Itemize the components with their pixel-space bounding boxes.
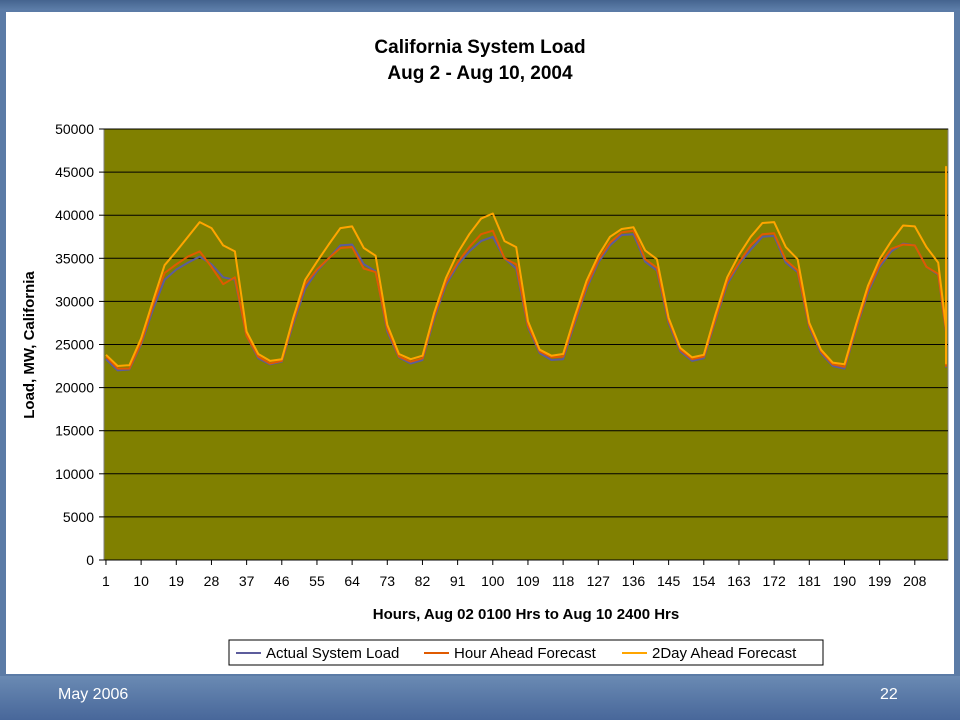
- x-axis-ticks: 1 10 19 28 37 46 55 64 73 82 91 100 109 118 127 136 145 1…: [102, 559, 948, 589]
- x-tick-label: 10: [133, 573, 149, 589]
- x-tick-label: 28: [204, 573, 220, 589]
- x-axis-title: Hours, Aug 02 0100 Hrs to Aug 10 2400 Hr…: [373, 606, 680, 623]
- x-tick-label: 55: [309, 573, 325, 589]
- x-tick-label: 181: [798, 573, 822, 589]
- x-tick-label: 172: [762, 573, 786, 589]
- x-tick-label: 19: [168, 573, 184, 589]
- top-bar: [0, 0, 960, 10]
- y-axis-title: Load, MW, California: [21, 271, 38, 419]
- footer-date: May 2006: [58, 686, 129, 703]
- y-tick-label: 35000: [55, 250, 94, 266]
- y-tick-label: 15000: [55, 423, 94, 439]
- y-tick-label: 30000: [55, 293, 94, 309]
- x-tick-label: 199: [868, 573, 892, 589]
- grid-lines: [104, 128, 948, 518]
- x-tick-label: 145: [657, 573, 681, 589]
- x-tick-label: 91: [450, 573, 466, 589]
- y-tick-label: 40000: [55, 207, 94, 223]
- y-tick-label: 5000: [63, 509, 94, 525]
- x-tick-label: 118: [552, 573, 575, 589]
- x-tick-label: 190: [833, 573, 857, 589]
- x-tick-label: 136: [622, 573, 646, 589]
- series-line-2day-ahead-forecast: [105, 165, 947, 367]
- x-tick-label: 1: [102, 573, 110, 589]
- legend-label: Hour Ahead Forecast: [454, 645, 597, 662]
- y-tick-label: 0: [86, 552, 94, 568]
- x-tick-label: 64: [344, 573, 360, 589]
- x-tick-label: 37: [239, 573, 255, 589]
- x-tick-label: 127: [587, 573, 611, 589]
- page-number: 22: [880, 686, 898, 703]
- footer-bar: [0, 676, 960, 720]
- y-tick-label: 10000: [55, 466, 94, 482]
- y-axis-ticks: 0 5000 10000 15000 20000 25000 30000 35000 40000…: [55, 121, 104, 568]
- legend: Actual System Load Hour Ahead Forecast 2Da…: [236, 645, 797, 662]
- chart-subtitle: Aug 2 - Aug 10, 2004: [387, 63, 573, 84]
- x-tick-label: 154: [692, 573, 716, 589]
- x-tick-label: 163: [727, 573, 751, 589]
- y-tick-label: 20000: [55, 380, 94, 396]
- x-tick-label: 208: [903, 573, 927, 589]
- x-tick-label: 100: [481, 573, 505, 589]
- legend-label: 2Day Ahead Forecast: [652, 645, 797, 662]
- legend-label: Actual System Load: [266, 645, 399, 662]
- x-tick-label: 46: [274, 573, 290, 589]
- series-lines: [105, 165, 947, 372]
- y-tick-label: 25000: [55, 337, 94, 353]
- x-tick-label: 73: [379, 573, 395, 589]
- x-tick-label: 82: [415, 573, 431, 589]
- y-tick-label: 50000: [55, 121, 94, 137]
- chart-title: California System Load: [374, 37, 585, 58]
- x-tick-label: 109: [516, 573, 540, 589]
- y-tick-label: 45000: [55, 164, 94, 180]
- legend-box: [228, 639, 824, 666]
